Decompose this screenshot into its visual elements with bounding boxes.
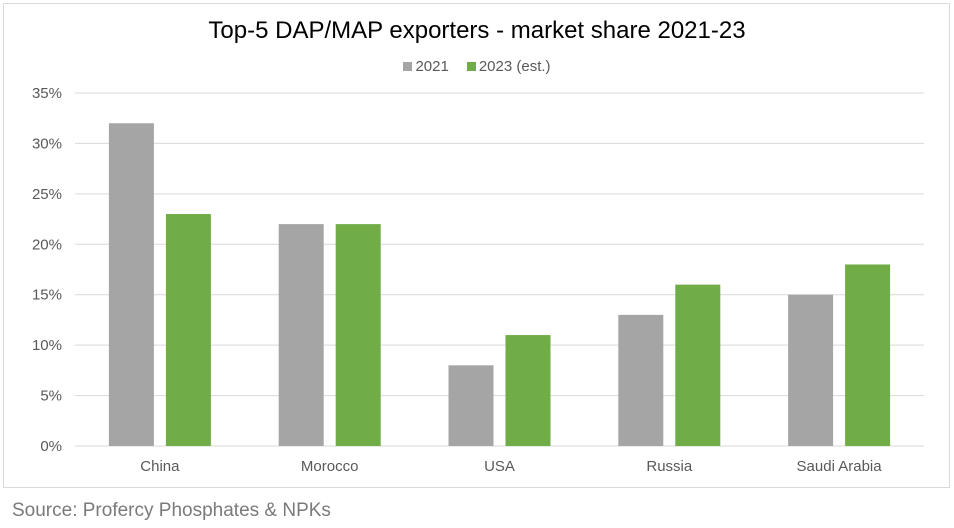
x-tick-label: USA bbox=[484, 458, 515, 475]
x-tick-label: Morocco bbox=[301, 458, 359, 475]
legend-swatch-2021 bbox=[403, 62, 413, 71]
y-tick-label: 30% bbox=[32, 135, 62, 152]
bar-2023est-usa bbox=[505, 335, 551, 446]
bar-2023est-russia bbox=[675, 284, 721, 446]
x-tick-label: Saudi Arabia bbox=[797, 458, 883, 475]
x-tick-label: China bbox=[140, 458, 180, 475]
bar-2021-china bbox=[108, 123, 154, 446]
bar-2023est-morocco bbox=[335, 224, 381, 446]
bar-2021-usa bbox=[448, 365, 494, 446]
bar-2021-morocco bbox=[278, 224, 324, 446]
y-tick-label: 10% bbox=[32, 337, 62, 354]
y-tick-label: 35% bbox=[32, 85, 62, 102]
bar-2023est-china bbox=[165, 214, 211, 446]
bar-2023est-saudi-arabia bbox=[845, 264, 891, 446]
source-note: Source: Profercy Phosphates & NPKs bbox=[12, 500, 331, 521]
legend-item-2023: 2023 (est.) bbox=[466, 58, 551, 75]
bar-2021-saudi-arabia bbox=[788, 294, 834, 446]
y-tick-label: 15% bbox=[32, 287, 62, 304]
y-tick-label: 25% bbox=[32, 186, 62, 203]
legend-swatch-2023 bbox=[466, 62, 476, 71]
chart-title: Top-5 DAP/MAP exporters - market share 2… bbox=[208, 17, 746, 44]
y-tick-label: 20% bbox=[32, 236, 62, 253]
legend-item-2021: 2021 bbox=[403, 58, 449, 75]
legend-label-2023: 2023 (est.) bbox=[478, 58, 551, 75]
bar-2021-russia bbox=[618, 314, 664, 446]
y-tick-label: 0% bbox=[40, 438, 62, 455]
legend-label-2021: 2021 bbox=[415, 58, 449, 75]
legend: 2021 2023 (est.) bbox=[0, 58, 954, 75]
x-tick-label: Russia bbox=[646, 458, 693, 475]
y-tick-label: 5% bbox=[40, 388, 62, 405]
